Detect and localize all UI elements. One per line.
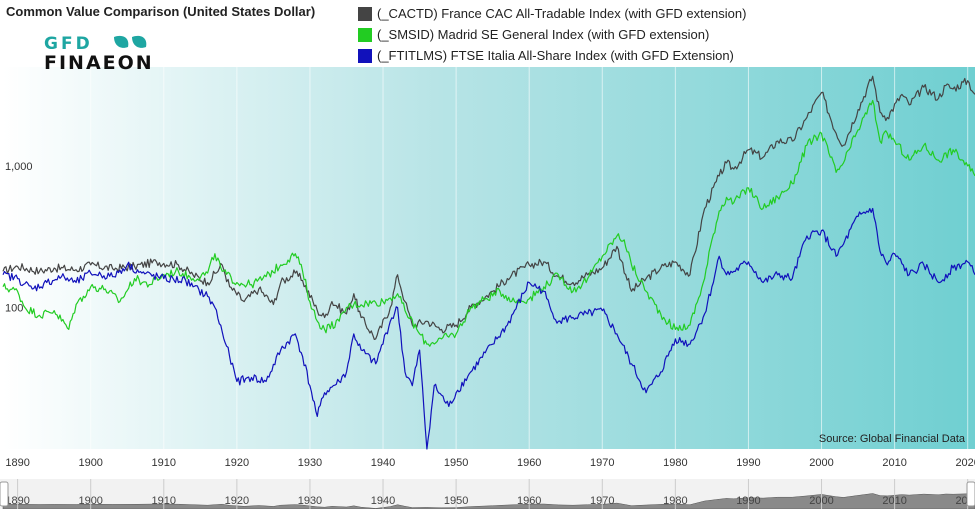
legend-item-madrid[interactable]: (_SMSID) Madrid SE General Index (with G… (358, 24, 746, 45)
x-tick-label: 1950 (444, 457, 468, 469)
legend-item-italia[interactable]: (_FTITLMS) FTSE Italia All-Share Index (… (358, 45, 746, 66)
chart-area: 1,000 100 1890 1900 1910 1920 1930 1940 1950 196… (2, 67, 975, 469)
navigator-tick-label: 1890 (5, 495, 29, 507)
navigator-handle-left[interactable] (0, 481, 9, 507)
legend-label-madrid: (_SMSID) Madrid SE General Index (with G… (377, 27, 710, 42)
time-navigator[interactable]: 1890 1900 1910 1920 1930 1940 1950 1960 1970 1980… (0, 479, 975, 509)
navigator-tick-label: 1990 (736, 495, 760, 507)
logo-graphic: GFD FINAEON (44, 34, 154, 74)
legend-label-cac: (_CACTD) France CAC All-Tradable Index (… (377, 6, 747, 21)
navigator-tick-label: 2010 (882, 495, 906, 507)
x-tick-label: 1890 (5, 457, 29, 469)
series-line-0 (2, 75, 975, 340)
logo-leaf-right-icon (132, 35, 147, 48)
series-line-2 (2, 207, 975, 450)
navigator-tick-label: 1950 (444, 495, 468, 507)
navigator-tick-label: 1960 (517, 495, 541, 507)
x-gridlines (17, 67, 969, 449)
x-tick-label: 1910 (152, 457, 176, 469)
x-axis: 1890 1900 1910 1920 1930 1940 1950 1960 1970 1980… (5, 457, 975, 469)
logo-leaf-left-icon (114, 35, 129, 48)
navigator-tick-label: 1980 (663, 495, 687, 507)
plot-background (3, 67, 975, 449)
navigator-tick-label: 2000 (809, 495, 833, 507)
series-lines[interactable] (2, 75, 975, 450)
y-axis: 1,000 100 (5, 161, 33, 315)
x-tick-label: 1980 (663, 457, 687, 469)
x-tick-label: 2000 (809, 457, 833, 469)
navigator-area (2, 493, 975, 509)
y-tick-label: 1,000 (5, 161, 33, 173)
legend-swatch-italia (358, 48, 372, 63)
navigator-tick-label: 1920 (225, 495, 249, 507)
x-tick-label: 2020 (955, 457, 975, 469)
x-tick-label: 2010 (882, 457, 906, 469)
legend-swatch-madrid (358, 27, 372, 42)
x-tick-label: 1960 (517, 457, 541, 469)
navigator-handle-right[interactable] (966, 481, 975, 507)
legend-swatch-cac (358, 6, 372, 21)
x-tick-label: 1930 (298, 457, 322, 469)
navigator-tick-label: 1900 (78, 495, 102, 507)
gfd-finaeon-logo: GFD FINAEON (44, 34, 179, 77)
x-tick-label: 1990 (736, 457, 760, 469)
x-tick-label: 1940 (371, 457, 395, 469)
navigator-tick-label: 1970 (590, 495, 614, 507)
navigator-tick-label: 1930 (298, 495, 322, 507)
logo-text-finaeon: FINAEON (44, 52, 154, 72)
legend-label-italia: (_FTITLMS) FTSE Italia All-Share Index (… (377, 48, 734, 63)
navigator-tick-label: 1940 (371, 495, 395, 507)
x-tick-label: 1920 (225, 457, 249, 469)
legend: (_CACTD) France CAC All-Tradable Index (… (358, 3, 746, 66)
logo-text-gfd: GFD (44, 34, 93, 54)
chart-title: Common Value Comparison (United States D… (6, 4, 316, 19)
navigator-tick-label: 1910 (152, 495, 176, 507)
x-tick-label: 1900 (78, 457, 102, 469)
x-tick-label: 1970 (590, 457, 614, 469)
source-note: Source: Global Financial Data (818, 433, 965, 445)
legend-item-cac[interactable]: (_CACTD) France CAC All-Tradable Index (… (358, 3, 746, 24)
y-tick-label: 100 (5, 302, 23, 314)
